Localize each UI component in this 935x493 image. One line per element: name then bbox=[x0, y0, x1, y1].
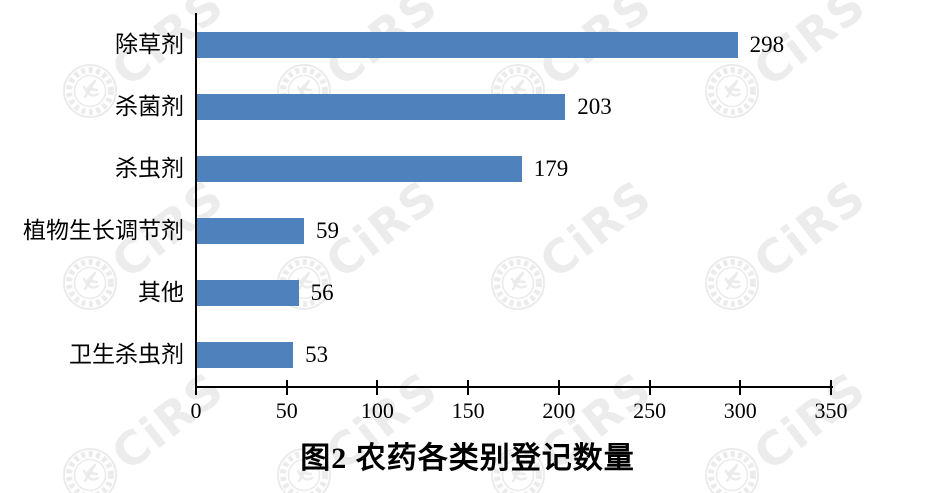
value-label-0: 298 bbox=[749, 31, 785, 57]
bar-4 bbox=[197, 279, 299, 306]
chart-title: 图2 农药各类别登记数量 bbox=[300, 442, 635, 475]
value-label-5: 53 bbox=[305, 342, 329, 367]
x-tick-mark-2 bbox=[376, 380, 379, 395]
bar-5 bbox=[197, 342, 294, 368]
category-label-5: 卫生杀虫剂 bbox=[69, 342, 184, 367]
x-tick-mark-4 bbox=[557, 380, 560, 395]
x-tick-label-4: 200 bbox=[542, 398, 576, 423]
x-tick-label-2: 100 bbox=[360, 398, 394, 423]
x-tick-label-5: 250 bbox=[633, 398, 667, 423]
y-axis bbox=[195, 13, 197, 388]
x-tick-mark-6 bbox=[739, 380, 742, 395]
x-tick-label-7: 350 bbox=[814, 398, 848, 423]
x-tick-mark-0 bbox=[195, 380, 197, 395]
x-tick-label-0: 0 bbox=[190, 398, 202, 423]
category-label-3: 植物生长调节剂 bbox=[23, 217, 184, 243]
bar-1 bbox=[197, 93, 566, 120]
value-label-2: 179 bbox=[533, 155, 569, 181]
value-label-4: 56 bbox=[310, 279, 334, 305]
x-tick-mark-1 bbox=[285, 380, 288, 395]
category-label-2: 杀虫剂 bbox=[115, 155, 184, 181]
x-axis bbox=[195, 386, 833, 388]
x-tick-label-1: 50 bbox=[275, 398, 298, 423]
bar-2 bbox=[197, 155, 522, 182]
category-label-4: 其他 bbox=[138, 279, 184, 305]
x-tick-label-3: 150 bbox=[451, 398, 485, 423]
bar-0 bbox=[197, 31, 738, 58]
x-tick-label-6: 300 bbox=[723, 398, 757, 423]
x-tick-mark-5 bbox=[648, 380, 651, 395]
x-tick-mark-3 bbox=[467, 380, 470, 395]
category-label-0: 除草剂 bbox=[115, 31, 184, 57]
value-label-1: 203 bbox=[577, 93, 612, 119]
bar-3 bbox=[197, 217, 305, 244]
value-label-3: 59 bbox=[316, 217, 340, 243]
x-tick-mark-7 bbox=[830, 380, 832, 395]
category-label-1: 杀菌剂 bbox=[115, 93, 184, 119]
